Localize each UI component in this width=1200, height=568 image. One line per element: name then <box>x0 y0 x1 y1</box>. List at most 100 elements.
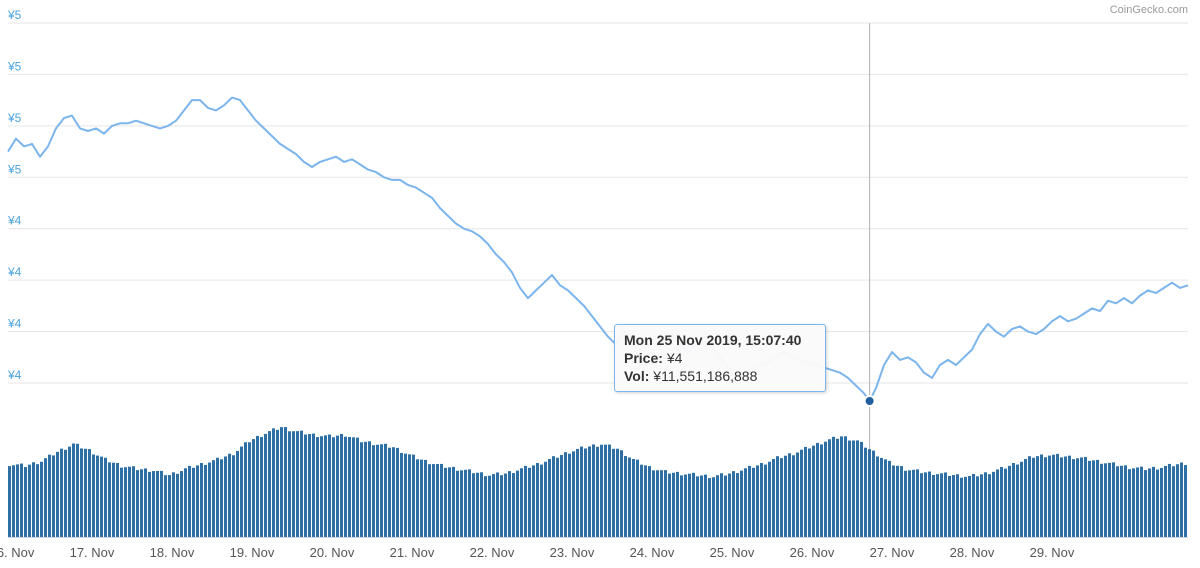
volume-bar <box>76 443 79 537</box>
volume-bar <box>268 431 271 537</box>
y-axis-labels: ¥5 ¥5 ¥5 ¥5 ¥4 ¥4 ¥4 ¥4 <box>7 8 22 382</box>
volume-bar <box>564 452 567 537</box>
volume-bar <box>124 467 127 537</box>
volume-bar <box>1044 457 1047 537</box>
volume-bar <box>888 460 891 537</box>
volume-bar <box>48 454 51 537</box>
volume-bar <box>12 465 15 537</box>
volume-bar <box>968 476 971 537</box>
volume-bar <box>1160 467 1163 537</box>
volume-bar <box>1144 470 1147 537</box>
volume-bar <box>84 448 87 537</box>
volume-bar <box>1148 468 1151 537</box>
volume-bar <box>272 428 275 537</box>
volume-bar <box>648 466 651 537</box>
volume-bar <box>640 464 643 537</box>
volume-bar <box>1140 466 1143 537</box>
volume-bar <box>812 445 815 537</box>
volume-bar <box>384 443 387 537</box>
volume-bar <box>236 450 239 537</box>
volume-bar <box>1048 455 1051 537</box>
volume-bar <box>1136 467 1139 537</box>
volume-bar <box>244 442 247 537</box>
volume-bar <box>832 436 835 537</box>
x-tick-label: 29. Nov <box>1030 545 1075 560</box>
y-tick-label: ¥4 <box>7 265 22 279</box>
volume-bar <box>160 470 163 537</box>
volume-bar <box>784 455 787 537</box>
volume-bar <box>136 470 139 537</box>
source-credit[interactable]: CoinGecko.com <box>1110 4 1188 16</box>
volume-bar <box>576 448 579 537</box>
tooltip-vol-row: Vol: ¥11,551,186,888 <box>624 367 816 385</box>
volume-bar <box>20 463 23 537</box>
volume-bar <box>772 458 775 537</box>
volume-bar <box>548 458 551 537</box>
volume-bar <box>72 443 75 537</box>
volume-bar <box>1120 465 1123 537</box>
volume-bar <box>444 467 447 537</box>
volume-bar <box>856 440 859 537</box>
volume-bar <box>872 450 875 537</box>
volume-bar <box>596 446 599 537</box>
y-tick-label: ¥5 <box>7 59 22 73</box>
volume-bar <box>584 448 587 537</box>
volume-bar <box>212 460 215 537</box>
volume-bar <box>1008 465 1011 537</box>
volume-bar <box>1000 467 1003 537</box>
volume-bar <box>304 434 307 537</box>
volume-bar <box>140 469 143 537</box>
volume-bar <box>336 435 339 537</box>
volume-bar <box>940 473 943 537</box>
volume-bar <box>80 448 83 537</box>
volume-bar <box>432 464 435 537</box>
volume-bar <box>996 469 999 537</box>
volume-bar <box>804 446 807 537</box>
volume-bar <box>248 442 251 537</box>
volume-bar <box>340 433 343 537</box>
volume-bar <box>868 449 871 537</box>
volume-bar <box>180 471 183 537</box>
volume-bar <box>908 470 911 537</box>
volume-bar <box>732 471 735 537</box>
hover-marker[interactable] <box>863 395 876 407</box>
volume-bar <box>92 454 95 537</box>
volume-bar <box>504 473 507 537</box>
volume-bar <box>276 429 279 537</box>
volume-bar <box>668 473 671 537</box>
volume-bar <box>132 466 135 537</box>
volume-bar <box>708 478 711 537</box>
volume-bar <box>1040 454 1043 537</box>
volume-bar <box>892 465 895 537</box>
volume-bar <box>728 473 731 537</box>
volume-bar <box>676 471 679 537</box>
volume-bar <box>164 475 167 537</box>
volume-bar <box>172 472 175 537</box>
x-tick-label: 24. Nov <box>630 545 675 560</box>
volume-bar <box>516 470 519 537</box>
volume-bar <box>1024 458 1027 537</box>
price-line <box>7 96 1189 402</box>
y-tick-label: ¥5 <box>7 111 22 125</box>
volume-bar <box>1072 459 1075 537</box>
volume-bar <box>152 471 155 537</box>
x-tick-label: 17. Nov <box>70 545 115 560</box>
volume-bar <box>964 476 967 537</box>
volume-bar <box>664 470 667 537</box>
volume-bar <box>88 449 91 537</box>
volume-bar <box>116 463 119 537</box>
volume-bar <box>712 477 715 537</box>
volume-bar <box>1004 468 1007 537</box>
volume-bar <box>724 475 727 537</box>
volume-bar <box>628 457 631 537</box>
volume-bar <box>824 441 827 537</box>
volume-bar <box>412 454 415 537</box>
volume-bar <box>492 474 495 537</box>
volume-bar <box>120 467 123 537</box>
volume-bar <box>748 465 751 537</box>
volume-bar <box>896 465 899 537</box>
volume-bar <box>884 459 887 537</box>
volume-bar <box>468 469 471 537</box>
volume-bar <box>228 453 231 537</box>
